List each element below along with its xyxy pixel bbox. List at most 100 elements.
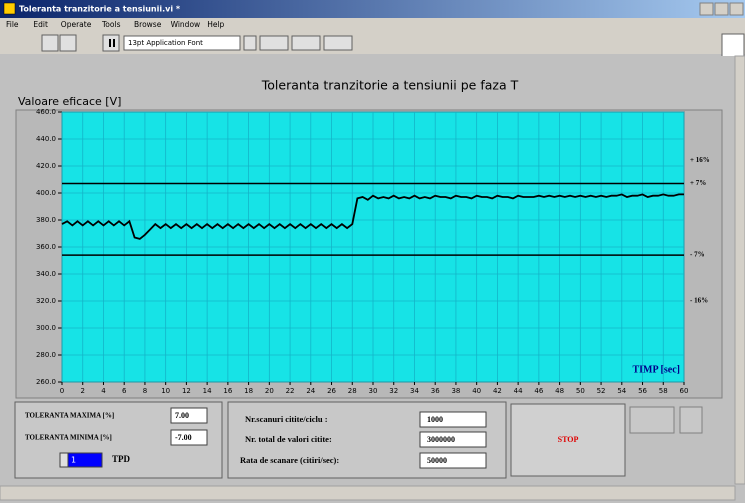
x-tick-label: 28 xyxy=(348,387,357,395)
x-tick-label: 0 xyxy=(60,387,64,395)
app-icon xyxy=(3,2,16,15)
menu-item[interactable]: Browse xyxy=(134,20,162,29)
x-axis-label: TIMP [sec] xyxy=(633,364,681,375)
y-tick-label: 440.0 xyxy=(36,135,56,143)
vertical-scrollbar[interactable] xyxy=(734,55,745,485)
chart-title: Toleranta tranzitorie a tensiunii pe faz… xyxy=(261,78,519,93)
tolerance-label: + 7% xyxy=(690,179,706,187)
tol-min-field[interactable] xyxy=(170,429,208,446)
window-title: Toleranta tranzitorie a tensiunii.vi * xyxy=(19,5,181,14)
tol-min-value: -7.00 xyxy=(175,433,192,442)
pause-icon xyxy=(113,39,115,47)
x-tick-label: 50 xyxy=(576,387,585,395)
cursor-palette[interactable] xyxy=(679,406,703,434)
minimize-button[interactable] xyxy=(699,2,714,16)
horizontal-scrollbar[interactable] xyxy=(0,485,736,501)
x-tick-label: 56 xyxy=(638,387,647,395)
tol-min-label: TOLERANTA MINIMA [%] xyxy=(25,434,112,442)
y-tick-label: 280.0 xyxy=(36,351,56,359)
x-tick-label: 8 xyxy=(143,387,147,395)
y-tick-label: 460.0 xyxy=(36,108,56,116)
x-tick-label: 60 xyxy=(680,387,689,395)
menu-item[interactable]: Operate xyxy=(61,20,92,29)
font-box-label: 13pt Application Font xyxy=(128,39,203,47)
tpd-value: 1 xyxy=(71,456,76,465)
total-value: 3000000 xyxy=(427,435,455,444)
x-tick-label: 42 xyxy=(493,387,502,395)
font-box[interactable] xyxy=(123,35,241,51)
menu-bar xyxy=(0,18,745,32)
data-line xyxy=(61,193,684,240)
x-tick-label: 40 xyxy=(472,387,481,395)
font-dropdown[interactable] xyxy=(243,35,257,51)
total-label: Nr. total de valori citite: xyxy=(245,434,332,444)
scans-field[interactable] xyxy=(419,411,487,428)
align-button[interactable] xyxy=(259,35,289,51)
menu-item[interactable]: Tools xyxy=(101,20,121,29)
y-tick-label: 320.0 xyxy=(36,297,56,305)
x-tick-label: 12 xyxy=(182,387,191,395)
graph-palette[interactable] xyxy=(629,406,675,434)
menu-item[interactable]: Edit xyxy=(33,20,48,29)
scans-value: 1000 xyxy=(427,415,443,424)
tol-max-field[interactable] xyxy=(170,407,208,424)
x-tick-label: 36 xyxy=(431,387,440,395)
y-tick-label: 420.0 xyxy=(36,162,56,170)
run-continuous-button[interactable] xyxy=(59,34,77,52)
x-tick-label: 38 xyxy=(451,387,460,395)
rate-value: 50000 xyxy=(427,456,447,465)
maximize-button[interactable] xyxy=(714,2,729,16)
x-tick-label: 20 xyxy=(265,387,274,395)
x-tick-label: 6 xyxy=(122,387,127,395)
rate-label: Rata de scanare (citiri/sec): xyxy=(240,455,339,465)
x-tick-label: 16 xyxy=(223,387,232,395)
tolerance-label: - 7% xyxy=(690,251,705,259)
tol-max-value: 7.00 xyxy=(175,411,189,420)
x-tick-label: 26 xyxy=(327,387,336,395)
x-tick-label: 22 xyxy=(286,387,295,395)
scans-label: Nr.scanuri citite/ciclu : xyxy=(245,414,328,424)
x-tick-label: 24 xyxy=(306,387,315,395)
tol-max-label: TOLERANTA MAXIMA [%] xyxy=(25,412,114,420)
total-field xyxy=(419,431,487,448)
x-tick-label: 52 xyxy=(597,387,606,395)
tpd-label: TPD xyxy=(112,454,131,464)
stop-button[interactable] xyxy=(510,403,626,477)
title-bar xyxy=(0,0,745,18)
x-tick-label: 10 xyxy=(161,387,170,395)
stop-label: STOP xyxy=(558,435,579,444)
y-tick-label: 260.0 xyxy=(36,378,56,386)
pause-icon xyxy=(109,39,111,47)
x-tick-label: 54 xyxy=(617,387,626,395)
y-axis-label: Valoare eficace [V] xyxy=(18,95,121,108)
x-tick-label: 18 xyxy=(244,387,253,395)
tpd-field[interactable] xyxy=(67,452,103,468)
x-tick-label: 48 xyxy=(555,387,564,395)
x-tick-label: 2 xyxy=(80,387,84,395)
y-tick-label: 360.0 xyxy=(36,243,56,251)
x-tick-label: 30 xyxy=(369,387,378,395)
run-button[interactable] xyxy=(41,34,59,52)
y-tick-label: 400.0 xyxy=(36,189,56,197)
close-button[interactable] xyxy=(729,2,744,16)
y-tick-label: 340.0 xyxy=(36,270,56,278)
tpd-spinner[interactable] xyxy=(59,452,69,468)
tolerance-label: - 16% xyxy=(690,297,708,305)
x-tick-label: 58 xyxy=(659,387,668,395)
x-tick-label: 46 xyxy=(534,387,543,395)
x-tick-label: 34 xyxy=(410,387,419,395)
x-tick-label: 4 xyxy=(101,387,106,395)
rate-field[interactable] xyxy=(419,452,487,469)
y-tick-label: 380.0 xyxy=(36,216,56,224)
x-tick-label: 14 xyxy=(203,387,212,395)
tolerance-label: + 16% xyxy=(690,156,710,164)
reorder-button[interactable] xyxy=(323,35,353,51)
menu-item[interactable]: File xyxy=(6,20,19,29)
x-tick-label: 32 xyxy=(389,387,398,395)
distribute-button[interactable] xyxy=(291,35,321,51)
y-tick-label: 300.0 xyxy=(36,324,56,332)
x-tick-label: 44 xyxy=(514,387,523,395)
menu-item[interactable]: Help xyxy=(207,20,224,29)
menu-item[interactable]: Window xyxy=(171,20,201,29)
